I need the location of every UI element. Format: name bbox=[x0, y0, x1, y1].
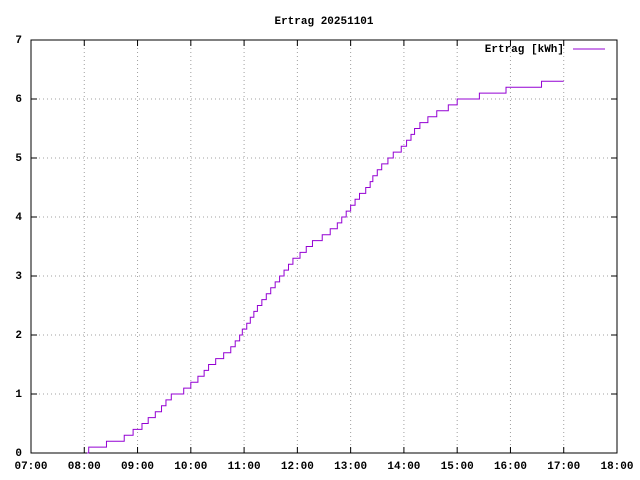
plot-frame bbox=[30, 39, 618, 454]
y-tick-label: 1 bbox=[15, 389, 22, 401]
y-tick-label: 0 bbox=[15, 448, 22, 460]
x-tick-label: 13:00 bbox=[334, 461, 367, 473]
y-tick-label: 7 bbox=[15, 35, 22, 47]
x-tick-label: 16:00 bbox=[494, 461, 527, 473]
x-tick-label: 09:00 bbox=[121, 461, 154, 473]
x-tick-label: 18:00 bbox=[600, 461, 633, 473]
x-tick-label: 11:00 bbox=[228, 461, 261, 473]
x-tick-label: 08:00 bbox=[68, 461, 101, 473]
x-tick-label: 10:00 bbox=[174, 461, 207, 473]
y-tick-label: 6 bbox=[15, 94, 22, 106]
x-tick-label: 17:00 bbox=[547, 461, 580, 473]
series-line bbox=[86, 80, 564, 454]
x-tick-label: 07:00 bbox=[14, 461, 47, 473]
x-tick-label: 14:00 bbox=[387, 461, 420, 473]
y-tick-label: 3 bbox=[15, 271, 22, 283]
legend-label: Ertrag [kWh] bbox=[485, 44, 564, 56]
y-tick-label: 5 bbox=[15, 153, 22, 165]
chart-title: Ertrag 20251101 bbox=[274, 16, 373, 28]
x-tick-label: 12:00 bbox=[281, 461, 314, 473]
y-tick-label: 4 bbox=[15, 212, 22, 224]
x-tick-label: 15:00 bbox=[441, 461, 474, 473]
y-tick-label: 2 bbox=[15, 330, 22, 342]
